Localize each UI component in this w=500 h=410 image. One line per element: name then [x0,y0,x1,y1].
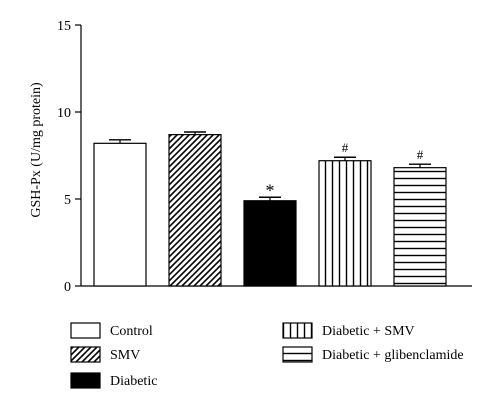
significance-mark-diabetic-smv: # [342,140,349,155]
bar-diabetic [243,200,297,287]
significance-mark-diabetic: * [266,180,275,200]
legend-label-diabetic: Diabetic [110,374,157,389]
bar-smv [168,134,222,287]
legend-swatch-smv [70,346,101,363]
bar-diabetic-glibenclamide [393,167,447,287]
y-tick-label: 0 [64,280,71,295]
legend-label-diabetic-glibenclamide: Diabetic + glibenclamide [322,348,464,363]
bar-diabetic-smv [318,160,372,287]
y-tick-label: 10 [57,106,71,121]
bars: * # # [93,131,447,287]
legend-swatch-control [70,322,101,339]
legend-swatch-diabetic-smv [282,322,313,339]
legend-label-smv: SMV [110,348,140,363]
y-axis-title: GSH-Px (U/mg protein) [29,82,44,218]
legend-label-diabetic-smv: Diabetic + SMV [322,324,415,339]
y-tick-label: 5 [64,193,71,208]
y-tick-label: 15 [57,19,71,34]
legend: Control SMV Diabetic Diabetic + SMV Diabetic… [70,322,464,389]
significance-mark-diabetic-glibenclamide: # [417,147,424,162]
legend-swatch-diabetic [70,372,101,389]
legend-label-control: Control [110,324,153,339]
legend-swatch-diabetic-glibenclamide [282,346,313,363]
bar-control [93,142,147,287]
